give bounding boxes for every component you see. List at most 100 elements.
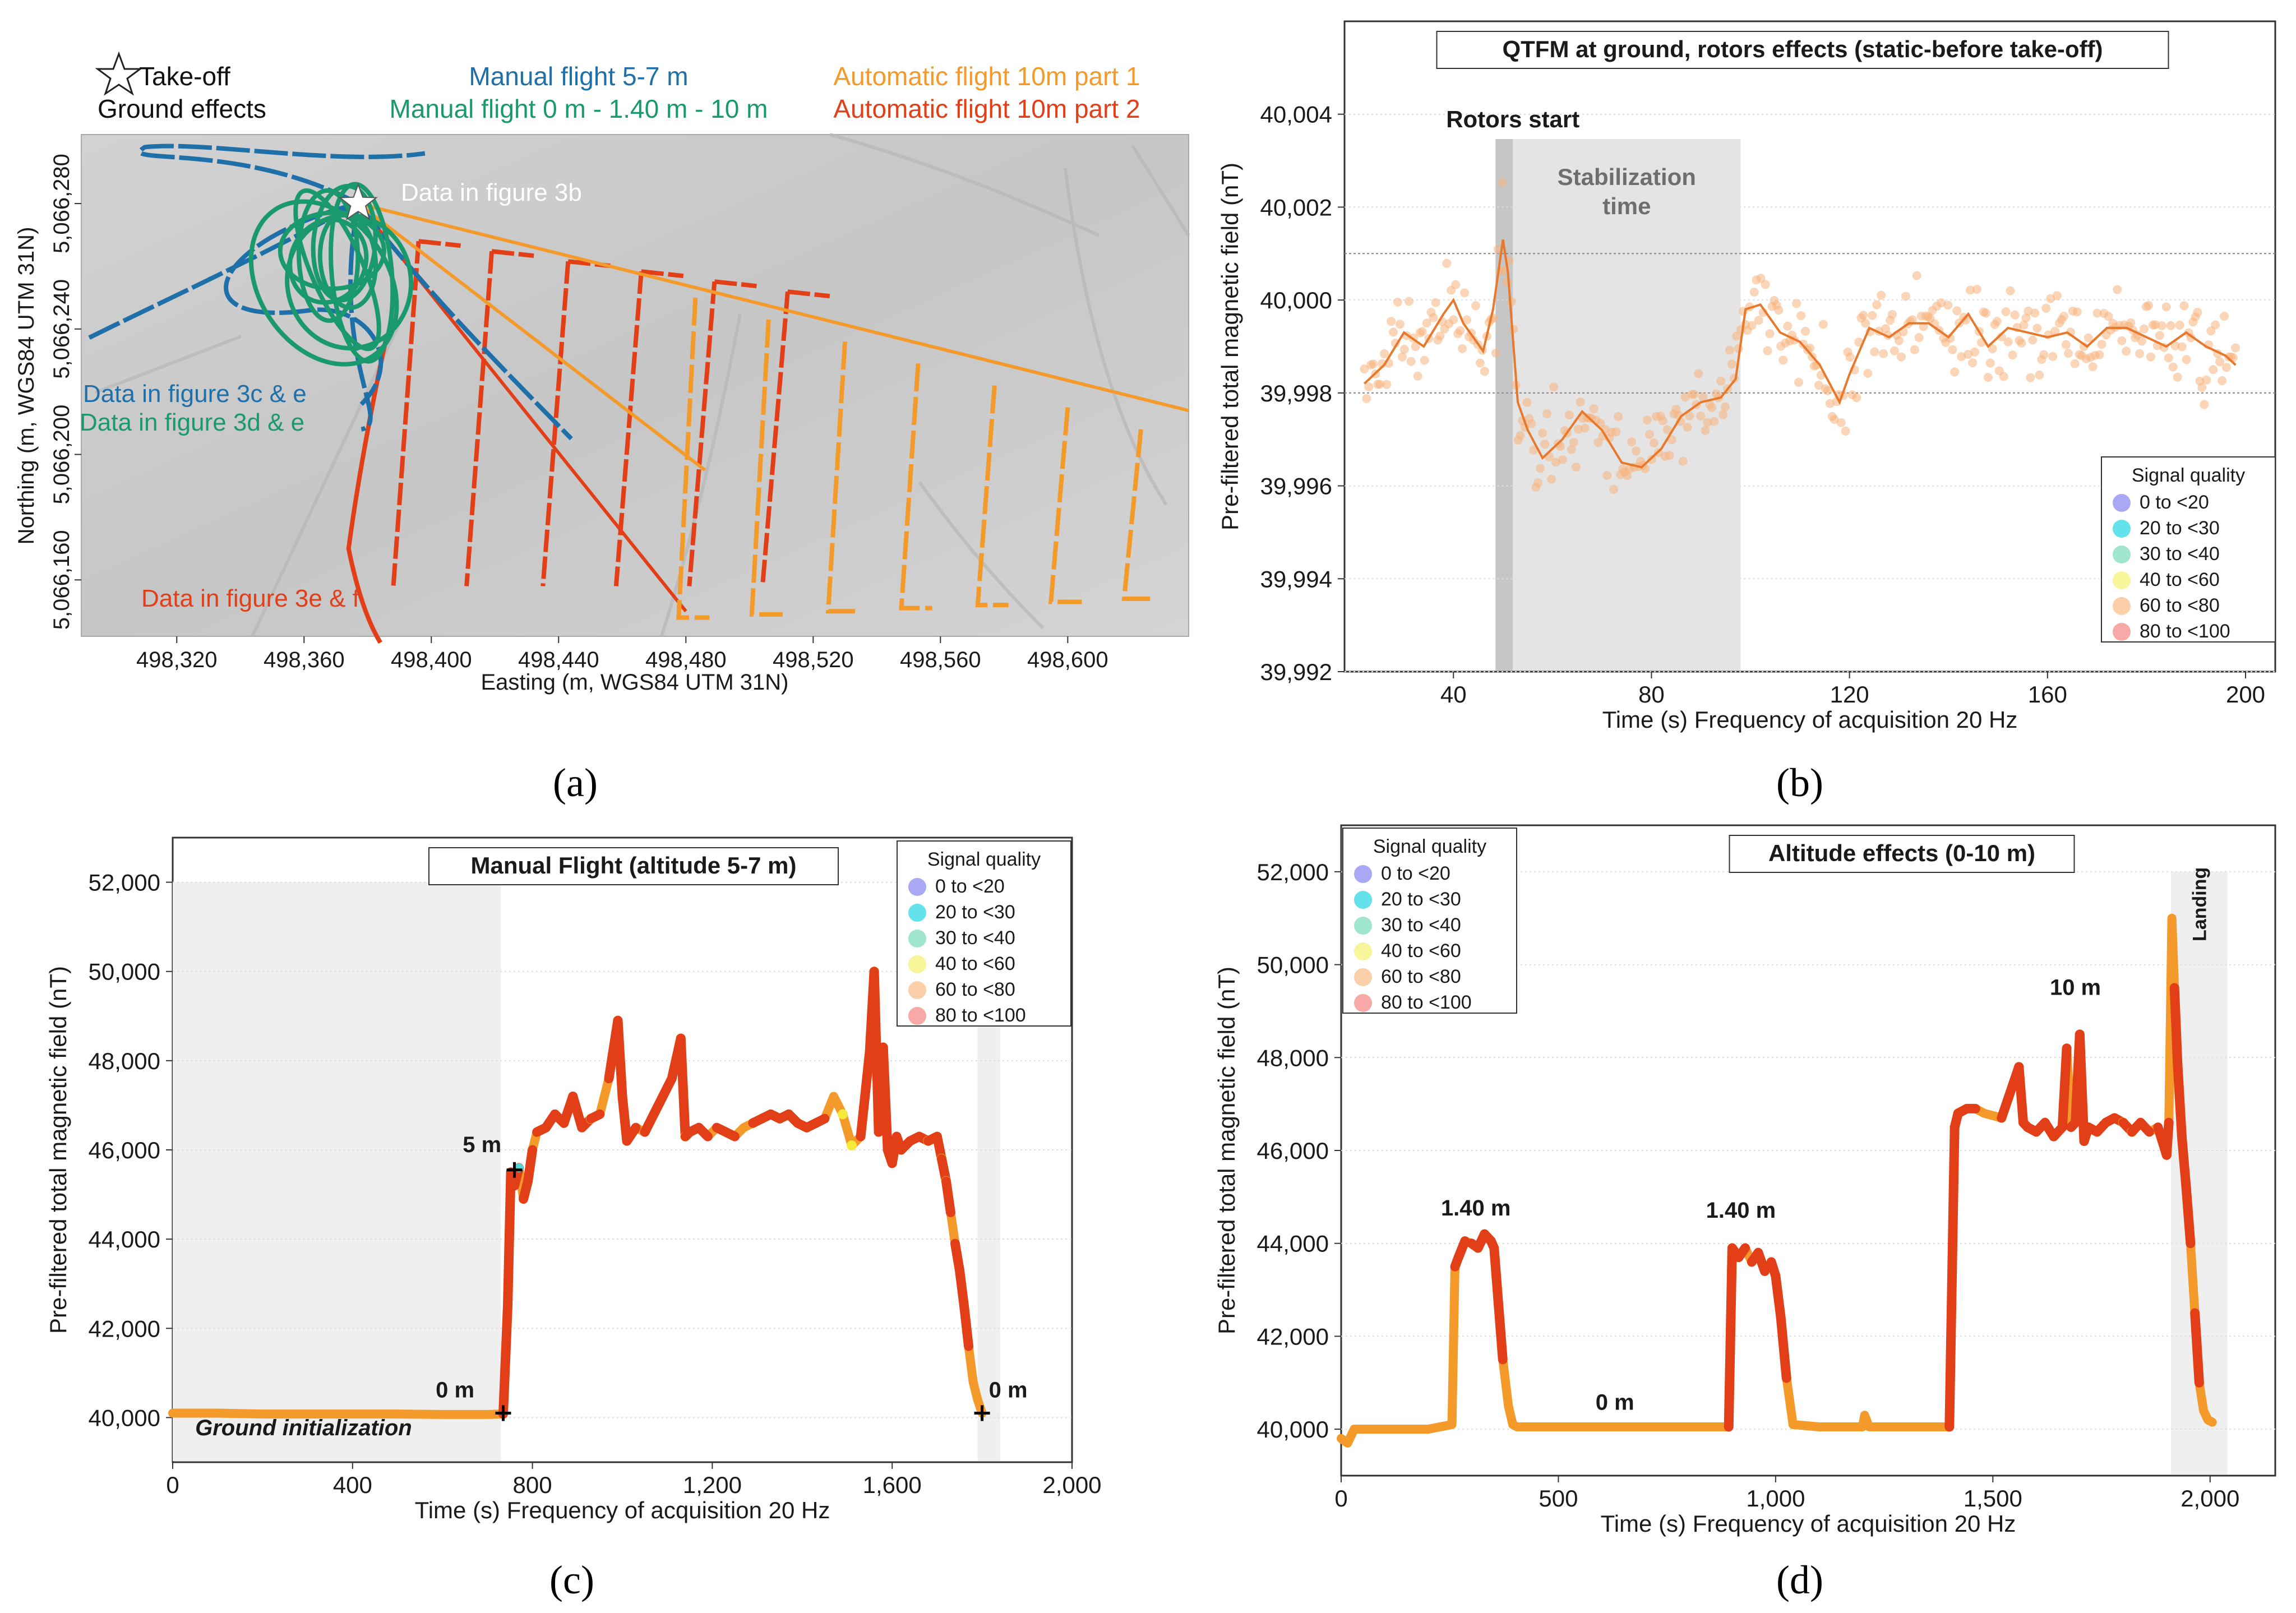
map-y-tick-label: 5,066,240 bbox=[49, 279, 74, 379]
data-point bbox=[2117, 336, 2127, 345]
data-point bbox=[1576, 398, 1585, 407]
data-point bbox=[1573, 424, 1583, 434]
label-a: (a) bbox=[553, 760, 598, 805]
data-point bbox=[1580, 423, 1590, 433]
data-point bbox=[2137, 336, 2146, 346]
series-segment-red bbox=[1753, 1247, 1770, 1276]
legend-item: 0 to <20 bbox=[2140, 492, 2209, 513]
y-tick-label: 40,000 bbox=[1257, 1416, 1329, 1443]
series-segment-red bbox=[2177, 1131, 2191, 1193]
data-point bbox=[2039, 350, 2049, 359]
y-tick-label: 40,004 bbox=[1260, 101, 1332, 128]
part1-line bbox=[899, 363, 932, 611]
series-segment-red bbox=[878, 1042, 893, 1155]
data-point bbox=[2175, 321, 2184, 330]
y-tick-label: 50,000 bbox=[89, 959, 160, 985]
chart-title: QTFM at ground, rotors effects (static-b… bbox=[1502, 36, 2103, 62]
x-tick-label: 1,200 bbox=[683, 1472, 742, 1498]
series-point-yellow bbox=[837, 1109, 848, 1120]
legend-item: 60 to <80 bbox=[2140, 595, 2220, 616]
title-box bbox=[1729, 835, 2075, 873]
map-y-label: Northing (m, WGS84 UTM 31N) bbox=[14, 227, 39, 545]
y-tick-label: 42,000 bbox=[1257, 1323, 1329, 1349]
takeoff-star bbox=[338, 183, 378, 220]
legend-swatch bbox=[1354, 891, 1372, 909]
data-point bbox=[1985, 358, 1995, 368]
data-point bbox=[2104, 312, 2113, 321]
data-point bbox=[2063, 349, 2073, 358]
x-tick-label: 2,000 bbox=[1042, 1472, 1101, 1498]
data-point bbox=[1761, 280, 1770, 289]
manual-0-10-loop bbox=[329, 182, 395, 364]
panel-b: 39,992 39,994 39,996 39,998 40,000 40,002 40,0… bbox=[1217, 20, 2276, 733]
data-point bbox=[1818, 320, 1828, 329]
data-point bbox=[1362, 394, 1371, 403]
data-point bbox=[1943, 301, 1953, 310]
data-point bbox=[1763, 346, 1772, 355]
data-point bbox=[2026, 373, 2035, 382]
data-point bbox=[1983, 373, 1993, 382]
legend-manual-5-7: Manual flight 5-7 m bbox=[469, 62, 688, 91]
part2-line bbox=[687, 279, 757, 586]
annot-second-140: 1.40 m bbox=[1706, 1198, 1776, 1223]
data-point bbox=[1778, 355, 1788, 365]
annot-stab-2: time bbox=[1602, 193, 1651, 219]
y-tick-label: 50,000 bbox=[1257, 952, 1329, 978]
label-d: (d) bbox=[1776, 1557, 1823, 1602]
part1-line bbox=[676, 297, 710, 620]
data-point bbox=[1914, 333, 1924, 342]
map-x-tick-label: 498,320 bbox=[136, 648, 218, 672]
data-point bbox=[1823, 386, 1832, 395]
series-segment-red bbox=[811, 1113, 830, 1128]
data-point bbox=[2028, 335, 2038, 345]
title-box bbox=[1436, 31, 2169, 69]
data-point bbox=[1404, 297, 1413, 306]
legend-swatch bbox=[2113, 520, 2131, 538]
series-segment-red bbox=[523, 1145, 538, 1186]
legend-item: 30 to <40 bbox=[935, 927, 1015, 949]
part1-transit-2 bbox=[357, 202, 706, 472]
part1-line bbox=[825, 341, 860, 614]
data-point bbox=[1387, 317, 1396, 326]
data-point bbox=[2170, 341, 2180, 350]
data-point bbox=[2168, 362, 2178, 372]
part1-line bbox=[1048, 407, 1082, 604]
y-tick-label: 44,000 bbox=[89, 1226, 160, 1252]
data-point bbox=[2021, 313, 2031, 323]
legend-swatch bbox=[908, 904, 926, 922]
data-point bbox=[2032, 323, 2042, 333]
part2-line bbox=[464, 249, 534, 586]
annot-0m-right: 0 m bbox=[989, 1378, 1028, 1403]
annot-ground-init: Ground initialization bbox=[195, 1416, 412, 1440]
series-segment-red bbox=[1489, 1243, 1504, 1309]
data-point bbox=[1558, 455, 1567, 464]
stabilization-band bbox=[1513, 139, 1741, 671]
y-tick-label: 39,994 bbox=[1260, 566, 1332, 592]
data-point bbox=[1431, 298, 1440, 307]
legend-swatch bbox=[908, 878, 926, 896]
legend-item: 80 to <100 bbox=[1381, 992, 1472, 1013]
map-x-label: Easting (m, WGS84 UTM 31N) bbox=[481, 670, 788, 695]
data-point bbox=[2150, 320, 2160, 330]
legend-swatch bbox=[908, 930, 926, 948]
data-point bbox=[1716, 376, 1726, 386]
legend-item: 0 to <20 bbox=[935, 876, 1005, 897]
data-point bbox=[1551, 457, 1560, 467]
data-point bbox=[1961, 315, 1971, 325]
legend-swatch bbox=[908, 981, 926, 999]
data-point bbox=[1725, 345, 1734, 355]
data-point bbox=[1747, 321, 1757, 330]
map-y-tick-label: 5,066,280 bbox=[49, 154, 74, 253]
y-tick-label: 39,996 bbox=[1260, 473, 1332, 500]
legend-swatch bbox=[2113, 597, 2131, 615]
data-point bbox=[2008, 350, 2017, 360]
annot-first-140: 1.40 m bbox=[1441, 1196, 1511, 1221]
annot-0m-left: 0 m bbox=[436, 1378, 474, 1403]
data-point bbox=[2161, 302, 2171, 312]
part2-line bbox=[760, 289, 830, 586]
legend-item: 20 to <30 bbox=[1381, 889, 1461, 910]
data-point bbox=[1814, 381, 1823, 390]
data-point bbox=[1549, 382, 1559, 392]
legend-swatch bbox=[1354, 865, 1372, 883]
data-point bbox=[1460, 288, 1470, 298]
